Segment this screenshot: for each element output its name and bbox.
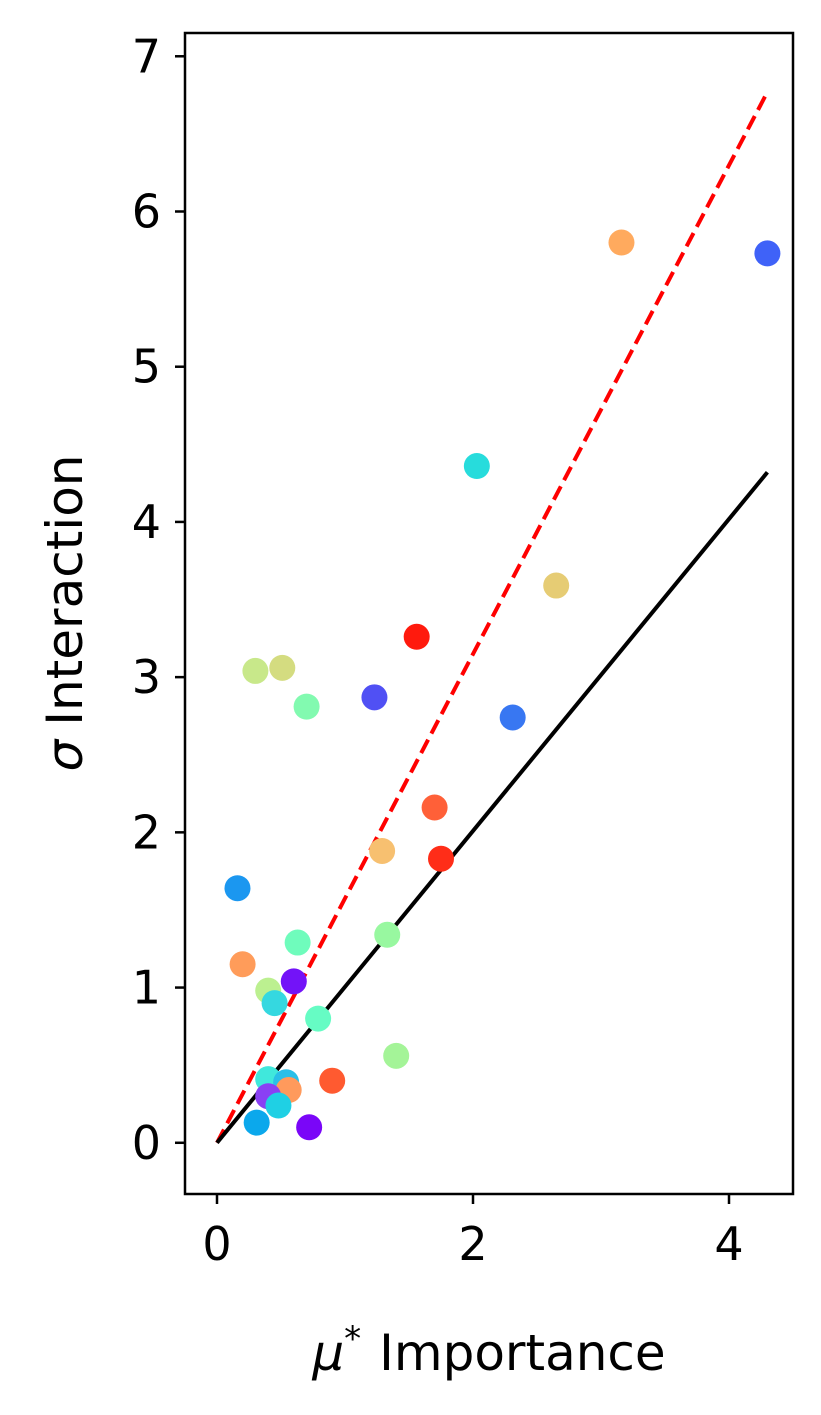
- x-axis-title-text: Importance: [379, 1324, 666, 1382]
- plot-area: [185, 33, 793, 1194]
- data-point: [403, 623, 430, 650]
- data-point: [229, 951, 256, 978]
- plot-frame: [183, 31, 795, 1196]
- reference-lines: [215, 91, 770, 1145]
- x-axis-title-symbol: μ: [311, 1324, 344, 1382]
- data-point: [280, 968, 307, 995]
- reference-line-solid: [215, 470, 769, 1145]
- data-point: [499, 704, 526, 731]
- data-point: [224, 875, 251, 902]
- data-point: [265, 1092, 292, 1119]
- data-points: [224, 229, 781, 1141]
- data-point: [754, 240, 781, 267]
- y-tick-label: 5: [132, 340, 161, 394]
- y-tick-label: 4: [132, 495, 161, 549]
- data-point: [369, 837, 396, 864]
- data-point: [319, 1067, 346, 1094]
- data-point: [243, 1109, 270, 1136]
- data-point: [261, 990, 288, 1017]
- x-tick-label: 0: [202, 1217, 231, 1271]
- data-point: [428, 845, 454, 872]
- y-axis-title: σ Interaction: [36, 455, 94, 772]
- data-point: [305, 1005, 332, 1032]
- data-point: [284, 929, 311, 956]
- y-tick-label: 2: [132, 805, 161, 859]
- data-point: [463, 453, 490, 480]
- x-axis-title: μ* Importance: [311, 1319, 665, 1382]
- y-axis-title-symbol: σ: [36, 738, 94, 771]
- y-tick-label: 7: [132, 29, 161, 83]
- data-point: [608, 229, 635, 256]
- x-tick-label: 4: [714, 1217, 743, 1271]
- data-point: [543, 572, 570, 599]
- data-point: [242, 657, 269, 684]
- data-point: [383, 1042, 410, 1069]
- x-tick-label: 2: [458, 1217, 487, 1271]
- data-point: [296, 1114, 323, 1141]
- data-point: [269, 654, 296, 681]
- x-axis: 0 2 4: [202, 1194, 744, 1271]
- data-point: [374, 921, 401, 948]
- data-point: [361, 684, 388, 711]
- y-tick-label: 1: [132, 961, 161, 1015]
- y-axis: 0 1 2 3 4 5 6 7: [132, 29, 185, 1170]
- x-axis-title-superscript: *: [344, 1319, 361, 1359]
- y-tick-label: 6: [132, 184, 161, 238]
- data-point: [293, 693, 320, 720]
- y-tick-label: 3: [132, 650, 161, 704]
- y-axis-title-text: Interaction: [36, 455, 94, 726]
- data-point: [421, 794, 448, 821]
- y-tick-label: 0: [132, 1116, 161, 1170]
